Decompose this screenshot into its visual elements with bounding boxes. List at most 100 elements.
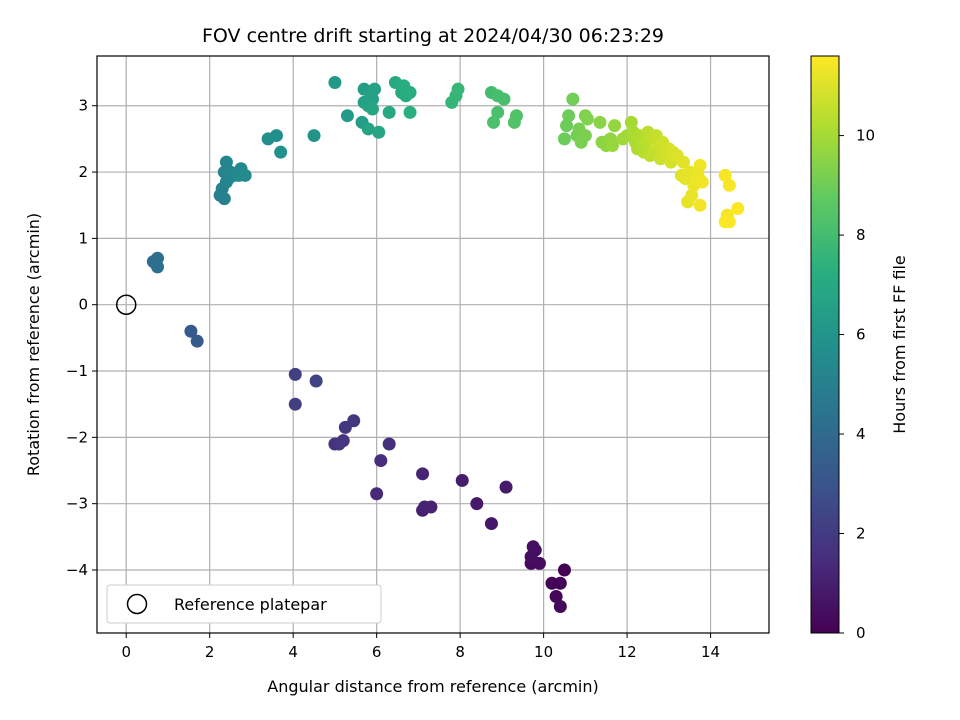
x-tick-label: 4 [288,643,298,661]
data-point [372,125,386,139]
data-point [731,202,745,216]
plot-frame [96,55,770,634]
data-point [455,473,469,487]
data-point [487,115,501,129]
data-point [560,119,574,133]
data-point [562,109,576,123]
data-point [693,158,707,172]
data-point [608,119,622,133]
data-point [491,105,505,119]
data-point [365,102,379,116]
data-point [307,129,321,143]
colorbar-label: Hours from first FF file [890,255,909,434]
data-point [403,85,417,99]
colorbar-tick-label: 4 [856,425,866,443]
data-point [578,129,592,143]
y-tick-label: 0 [78,296,88,314]
data-points [146,76,745,613]
data-point [553,599,567,613]
reference-point [115,294,137,315]
data-point [507,115,521,129]
data-point [557,563,571,577]
data-point [676,155,690,169]
data-point [722,178,736,192]
data-point [526,540,540,554]
data-point [332,437,346,451]
x-tick-label: 12 [618,643,637,661]
colorbar: 0 2 4 6 8 10 Hours from first FF file [810,55,909,642]
legend-marker [126,593,148,615]
data-point [566,92,580,106]
data-point [549,590,563,604]
data-point [219,155,233,169]
colorbar-tick-label: 2 [856,525,866,543]
data-point [484,517,498,531]
colorbar-tick-label: 10 [856,127,875,145]
legend-box [106,584,382,624]
data-point [693,198,707,212]
colorbar-tick-label: 0 [856,624,866,642]
data-point [190,334,204,348]
y-tick-label: 2 [78,163,88,181]
data-point [605,139,619,153]
data-point [497,92,511,106]
y-axis-label: Rotation from reference (arcmin) [24,213,43,476]
data-point [580,112,594,126]
legend-label: Reference platepar [174,595,327,614]
data-point [624,115,638,129]
x-tick-label: 0 [121,643,131,661]
data-point [545,576,559,590]
data-point [328,76,342,90]
data-point [424,500,438,514]
data-point [288,367,302,381]
data-point [361,122,375,136]
data-point [524,550,538,564]
data-point [403,105,417,119]
y-tick-label: 1 [78,229,88,247]
x-tick-label: 8 [455,643,465,661]
y-tick-label: −2 [66,428,88,446]
data-point [368,82,382,96]
data-point [382,105,396,119]
y-tick-label: −4 [66,561,88,579]
data-point [499,480,513,494]
y-tick-label: −3 [66,495,88,513]
data-point [340,109,354,123]
data-point [470,497,484,511]
x-axis-ticks: 0 2 4 6 8 10 12 14 [121,633,720,661]
colorbar-gradient [810,55,840,634]
data-point [695,175,709,189]
data-point [374,454,388,468]
x-axis-label: Angular distance from reference (arcmin) [267,677,598,696]
colorbar-tick-label: 6 [856,326,866,344]
data-point [718,168,732,182]
data-point [347,414,361,428]
legend: Reference platepar [106,584,382,624]
data-point [451,82,465,96]
data-point [685,188,699,202]
grid [97,56,769,633]
data-point [288,397,302,411]
data-point [274,145,288,159]
y-tick-label: −1 [66,362,88,380]
data-point [593,115,607,129]
data-point [217,192,231,206]
data-point [722,215,736,229]
x-tick-label: 6 [372,643,382,661]
data-point [184,324,198,338]
y-tick-label: 3 [78,97,88,115]
data-point [309,374,323,388]
x-tick-label: 14 [701,643,720,661]
y-axis-ticks: −4 −3 −2 −1 0 1 2 3 [66,97,97,579]
colorbar-tick-label: 8 [856,226,866,244]
reference-marker [115,294,137,315]
data-point [232,168,246,182]
colorbar-ticks: 0 2 4 6 8 10 [839,127,875,642]
data-point [557,132,571,146]
data-point [269,129,283,143]
chart-title: FOV centre drift starting at 2024/04/30 … [202,25,664,47]
data-point [382,437,396,451]
data-point [151,260,165,274]
data-point [370,487,384,501]
